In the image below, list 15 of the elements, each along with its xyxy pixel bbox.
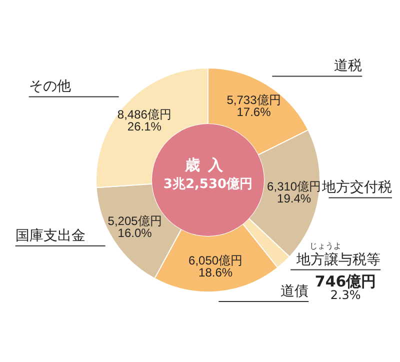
data-label: 6,310億円 19.4%: [267, 180, 322, 206]
data-label: 5,733億円 17.6%: [226, 93, 281, 119]
slice-label: 道債: [280, 284, 309, 300]
data-label: 5,205億円 16.0%: [108, 214, 162, 240]
data-label: 8,486億円 26.1%: [117, 108, 172, 134]
slice-label: 道税: [334, 58, 362, 74]
text: 歳入: [184, 156, 232, 175]
slice-label: 国庫支出金: [15, 228, 86, 244]
slice-label: 地方交付税: [321, 180, 392, 196]
slice-label: その他: [28, 78, 71, 95]
text: じょうよ: [310, 241, 342, 250]
text: 3兆2,530億円: [162, 176, 254, 193]
data-label: 6,050億円 18.6%: [188, 254, 243, 280]
slice-label: 地方譲与税等: [296, 252, 381, 268]
data-label: 746億円 2.3%: [314, 272, 376, 302]
